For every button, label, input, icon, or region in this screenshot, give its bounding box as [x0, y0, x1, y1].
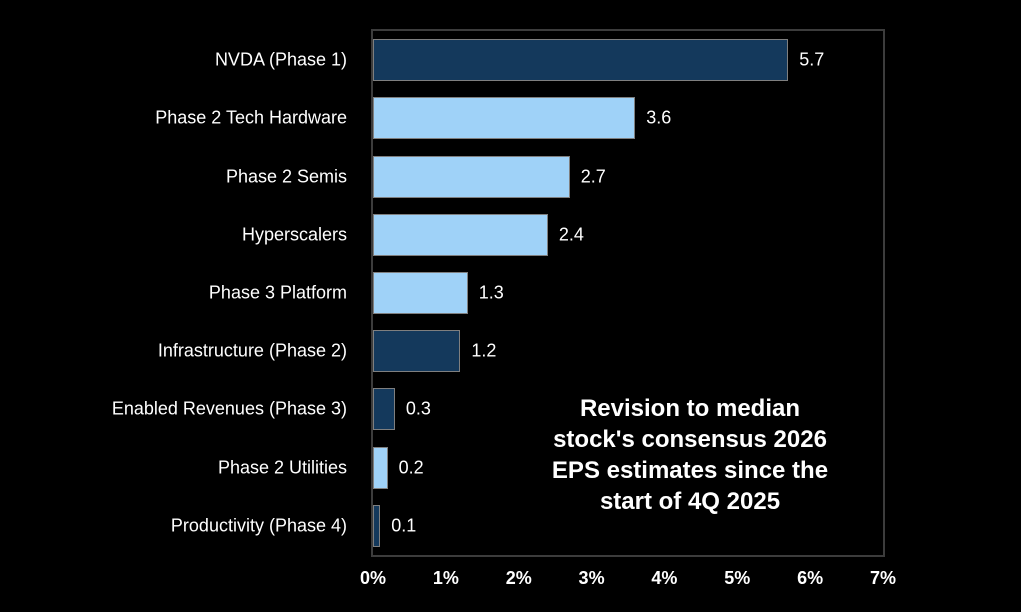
category-label: Hyperscalers [241, 224, 347, 245]
chart-annotation: Revision to median stock's consensus 2026… [480, 393, 900, 517]
bar [373, 504, 381, 547]
plot-area: 5.7 3.6 2.7 2.4 1.3 1.2 0.3 0.2 0.1 [371, 29, 885, 557]
bar [373, 39, 789, 82]
annotation-line: EPS estimates since the [551, 457, 829, 484]
category-label: Productivity (Phase 4) [170, 515, 347, 536]
bar [373, 97, 636, 140]
category-label: Phase 2 Utilities [217, 457, 347, 478]
x-tick-label: 6% [797, 568, 824, 588]
x-tick-label: 5% [724, 568, 751, 588]
annotation-line: Revision to median [579, 395, 801, 422]
bar-value-label: 3.6 [646, 107, 672, 128]
bar [373, 388, 395, 431]
category-label: Phase 3 Platform [208, 282, 347, 303]
annotation-line: stock's consensus 2026 [553, 426, 827, 453]
category-label: Infrastructure (Phase 2) [157, 340, 347, 361]
bar-value-label: 1.3 [478, 282, 504, 303]
bar-value-label: 0.1 [391, 515, 417, 536]
bar [373, 272, 468, 314]
category-label: NVDA (Phase 1) [214, 49, 347, 70]
bar-value-label: 0.2 [398, 457, 424, 478]
x-tick-label: 2% [505, 568, 532, 588]
x-tick-label: 7% [869, 568, 897, 588]
bar [373, 213, 548, 256]
bar-value-label: 5.7 [799, 49, 825, 70]
bar-value-label: 2.7 [580, 166, 606, 187]
bar-value-label: 1.2 [471, 340, 497, 361]
bar [373, 155, 570, 198]
bar [373, 446, 388, 489]
category-label: Enabled Revenues (Phase 3) [111, 398, 347, 419]
category-label: Phase 2 Semis [225, 166, 347, 187]
x-tick-label: 4% [651, 568, 678, 588]
bar-value-label: 0.3 [405, 398, 431, 419]
category-label: Phase 2 Tech Hardware [155, 107, 347, 128]
bar [373, 330, 461, 373]
x-tick-label: 1% [432, 568, 459, 588]
x-tick-label: 3% [578, 568, 605, 588]
bar-value-label: 2.4 [558, 224, 584, 245]
annotation-line: start of 4Q 2025 [599, 488, 781, 515]
x-tick-label: 0% [359, 568, 387, 588]
